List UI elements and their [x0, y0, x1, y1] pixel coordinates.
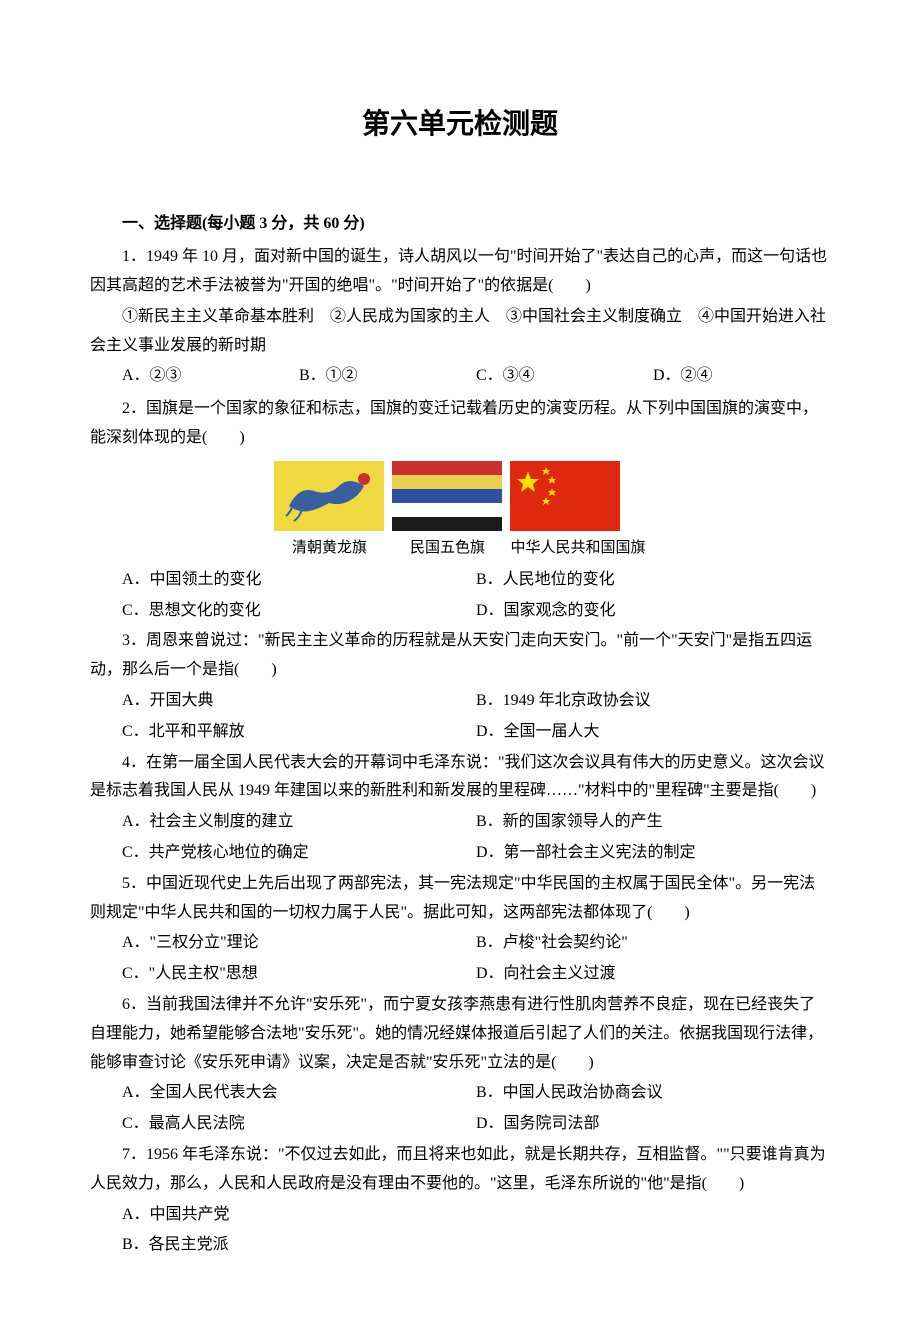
q4-opt-b: B．新的国家领导人的产生 — [476, 808, 830, 837]
q5-opt-b: B．卢梭"社会契约论" — [476, 929, 830, 958]
q3-options-row1: A．开国大典 B．1949 年北京政协会议 — [90, 687, 830, 716]
qing-flag-icon — [274, 461, 384, 531]
q2-opt-c: C．思想文化的变化 — [122, 597, 476, 626]
q4-opt-c: C．共产党核心地位的确定 — [122, 839, 476, 868]
q6-text: 6．当前我国法律并不允许"安乐死"，而宁夏女孩李燕患有进行性肌肉营养不良症，现在… — [90, 991, 830, 1077]
q6-options-row1: A．全国人民代表大会 B．中国人民政治协商会议 — [90, 1079, 830, 1108]
q3-text: 3．周恩来曾说过："新民主主义革命的历程就是从天安门走向天安门。"前一个"天安门… — [90, 627, 830, 685]
q1-opt-c: C．③④ — [476, 362, 653, 391]
flag-prc: 中华人民共和国国旗 — [510, 461, 645, 562]
q5-options-row1: A．"三权分立"理论 B．卢梭"社会契约论" — [90, 929, 830, 958]
flag-prc-label: 中华人民共和国国旗 — [510, 535, 645, 562]
q6-opt-a: A．全国人民代表大会 — [122, 1079, 476, 1108]
q3-opt-c: C．北平和平解放 — [122, 718, 476, 747]
flag-qing-label: 清朝黄龙旗 — [274, 535, 384, 562]
q2-options-row2: C．思想文化的变化 D．国家观念的变化 — [90, 597, 830, 626]
q5-opt-c: C．"人民主权"思想 — [122, 960, 476, 989]
q5-text: 5．中国近现代史上先后出现了两部宪法，其一宪法规定"中华民国的主权属于国民全体"… — [90, 870, 830, 928]
flag-qing: 清朝黄龙旗 — [274, 461, 384, 562]
q2-options-row1: A．中国领土的变化 B．人民地位的变化 — [90, 566, 830, 595]
q2-opt-b: B．人民地位的变化 — [476, 566, 830, 595]
q6-opt-b: B．中国人民政治协商会议 — [476, 1079, 830, 1108]
section-header: 一、选择题(每小题 3 分，共 60 分) — [90, 210, 830, 239]
q3-opt-d: D．全国一届人大 — [476, 718, 830, 747]
q5-options-row2: C．"人民主权"思想 D．向社会主义过渡 — [90, 960, 830, 989]
q1-options: A．②③ B．①② C．③④ D．②④ — [90, 362, 830, 391]
q4-text: 4．在第一届全国人民代表大会的开幕词中毛泽东说："我们这次会议具有伟大的历史意义… — [90, 749, 830, 807]
q2-opt-a: A．中国领土的变化 — [122, 566, 476, 595]
q1-opt-a: A．②③ — [122, 362, 299, 391]
q3-opt-a: A．开国大典 — [122, 687, 476, 716]
flags-container: 清朝黄龙旗 民国五色旗 中华人民共和国国旗 — [90, 461, 830, 562]
q4-opt-a: A．社会主义制度的建立 — [122, 808, 476, 837]
q6-options-row2: C．最高人民法院 D．国务院司法部 — [90, 1110, 830, 1139]
q7-text: 7．1956 年毛泽东说："不仅过去如此，而且将来也如此，就是长期共存，互相监督… — [90, 1141, 830, 1199]
flag-roc: 民国五色旗 — [392, 461, 502, 562]
roc-flag-icon — [392, 461, 502, 531]
q4-opt-d: D．第一部社会主义宪法的制定 — [476, 839, 830, 868]
page-title: 第六单元检测题 — [90, 100, 830, 150]
q1-items: ①新民主主义革命基本胜利 ②人民成为国家的主人 ③中国社会主义制度确立 ④中国开… — [90, 303, 830, 361]
q5-opt-a: A．"三权分立"理论 — [122, 929, 476, 958]
q4-options-row2: C．共产党核心地位的确定 D．第一部社会主义宪法的制定 — [90, 839, 830, 868]
q2-opt-d: D．国家观念的变化 — [476, 597, 830, 626]
flag-roc-label: 民国五色旗 — [392, 535, 502, 562]
q1-text: 1．1949 年 10 月，面对新中国的诞生，诗人胡风以一句"时间开始了"表达自… — [90, 243, 830, 301]
q6-opt-d: D．国务院司法部 — [476, 1110, 830, 1139]
q2-text: 2．国旗是一个国家的象征和标志，国旗的变迁记载着历史的演变历程。从下列中国国旗的… — [90, 395, 830, 453]
q7-opt-b: B．各民主党派 — [90, 1231, 830, 1260]
q7-opt-a: A．中国共产党 — [90, 1201, 830, 1230]
prc-flag-icon — [510, 461, 620, 531]
q1-opt-b: B．①② — [299, 362, 476, 391]
q4-options-row1: A．社会主义制度的建立 B．新的国家领导人的产生 — [90, 808, 830, 837]
q6-opt-c: C．最高人民法院 — [122, 1110, 476, 1139]
q3-options-row2: C．北平和平解放 D．全国一届人大 — [90, 718, 830, 747]
q3-opt-b: B．1949 年北京政协会议 — [476, 687, 830, 716]
q5-opt-d: D．向社会主义过渡 — [476, 960, 830, 989]
q1-opt-d: D．②④ — [653, 362, 830, 391]
